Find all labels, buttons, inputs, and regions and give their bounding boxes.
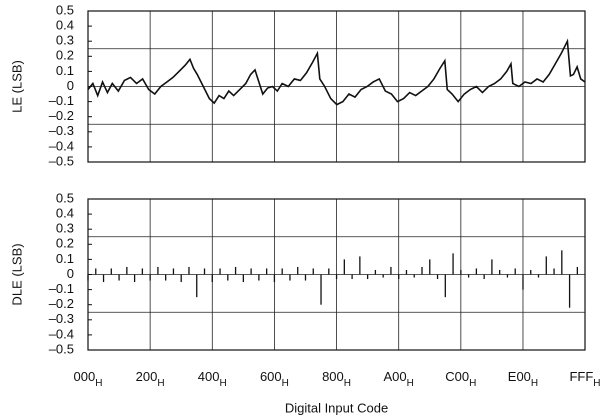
- y-tick-label: 0.1: [56, 251, 74, 266]
- y-tick-label: 0.4: [56, 18, 74, 33]
- x-tick-text: 000: [74, 369, 96, 384]
- x-tick-text: 800: [322, 369, 344, 384]
- x-tick-label: E00H: [508, 369, 538, 388]
- x-tick-text: 400: [198, 369, 220, 384]
- x-tick-text: E00: [508, 369, 531, 384]
- x-tick-subscript: H: [282, 378, 289, 389]
- y-tick-label: –0.5: [49, 153, 74, 168]
- y-tick-label: 0.4: [56, 206, 74, 221]
- y-tick-label: 0.3: [56, 221, 74, 236]
- y-tick-label: 0.5: [56, 2, 74, 17]
- x-tick-subscript: H: [469, 378, 476, 389]
- x-tick-text: C00: [445, 369, 469, 384]
- y-axis-label: LE (LSB): [9, 60, 24, 113]
- y-tick-label: 0.3: [56, 33, 74, 48]
- x-tick-subscript: H: [593, 378, 600, 389]
- x-tick-label: 600H: [260, 369, 289, 388]
- y-tick-label: –0.4: [49, 326, 74, 341]
- x-tick-label: 000H: [74, 369, 103, 388]
- y-tick-label: –0.1: [49, 93, 74, 108]
- x-tick-label: FFFH: [569, 369, 600, 388]
- y-tick-label: –0.2: [49, 108, 74, 123]
- y-tick-label: 0.2: [56, 236, 74, 251]
- x-tick-subscript: H: [344, 378, 351, 389]
- y-tick-label: –0.1: [49, 281, 74, 296]
- x-tick-subscript: H: [157, 378, 164, 389]
- x-tick-label: 200H: [136, 369, 165, 388]
- y-tick-label: –0.4: [49, 138, 74, 153]
- y-tick-label: 0: [67, 78, 74, 93]
- y-tick-label: –0.2: [49, 296, 74, 311]
- x-tick-subscript: H: [407, 378, 414, 389]
- x-tick-text: 600: [260, 369, 282, 384]
- y-tick-label: –0.5: [49, 341, 74, 356]
- le-line: [87, 38, 586, 106]
- y-tick-label: 0.5: [56, 190, 74, 205]
- x-tick-text: 200: [136, 369, 158, 384]
- x-tick-label: C00H: [445, 369, 476, 388]
- x-tick-label: A00H: [384, 369, 414, 388]
- x-tick-text: FFF: [569, 369, 593, 384]
- y-tick-label: –0.3: [49, 311, 74, 326]
- y-tick-label: 0: [67, 266, 74, 281]
- x-tick-label: 800H: [322, 369, 351, 388]
- x-tick-subscript: H: [95, 378, 102, 389]
- y-axis-label: DLE (LSB): [9, 243, 24, 305]
- x-tick-label: 400H: [198, 369, 227, 388]
- x-tick-subscript: H: [220, 378, 227, 389]
- y-tick-label: –0.3: [49, 123, 74, 138]
- plot-frame: [87, 10, 586, 163]
- x-tick-subscript: H: [531, 378, 538, 389]
- x-tick-text: A00: [384, 369, 407, 384]
- y-tick-label: 0.2: [56, 48, 74, 63]
- x-axis-label: Digital Input Code: [285, 400, 388, 415]
- y-tick-label: 0.1: [56, 63, 74, 78]
